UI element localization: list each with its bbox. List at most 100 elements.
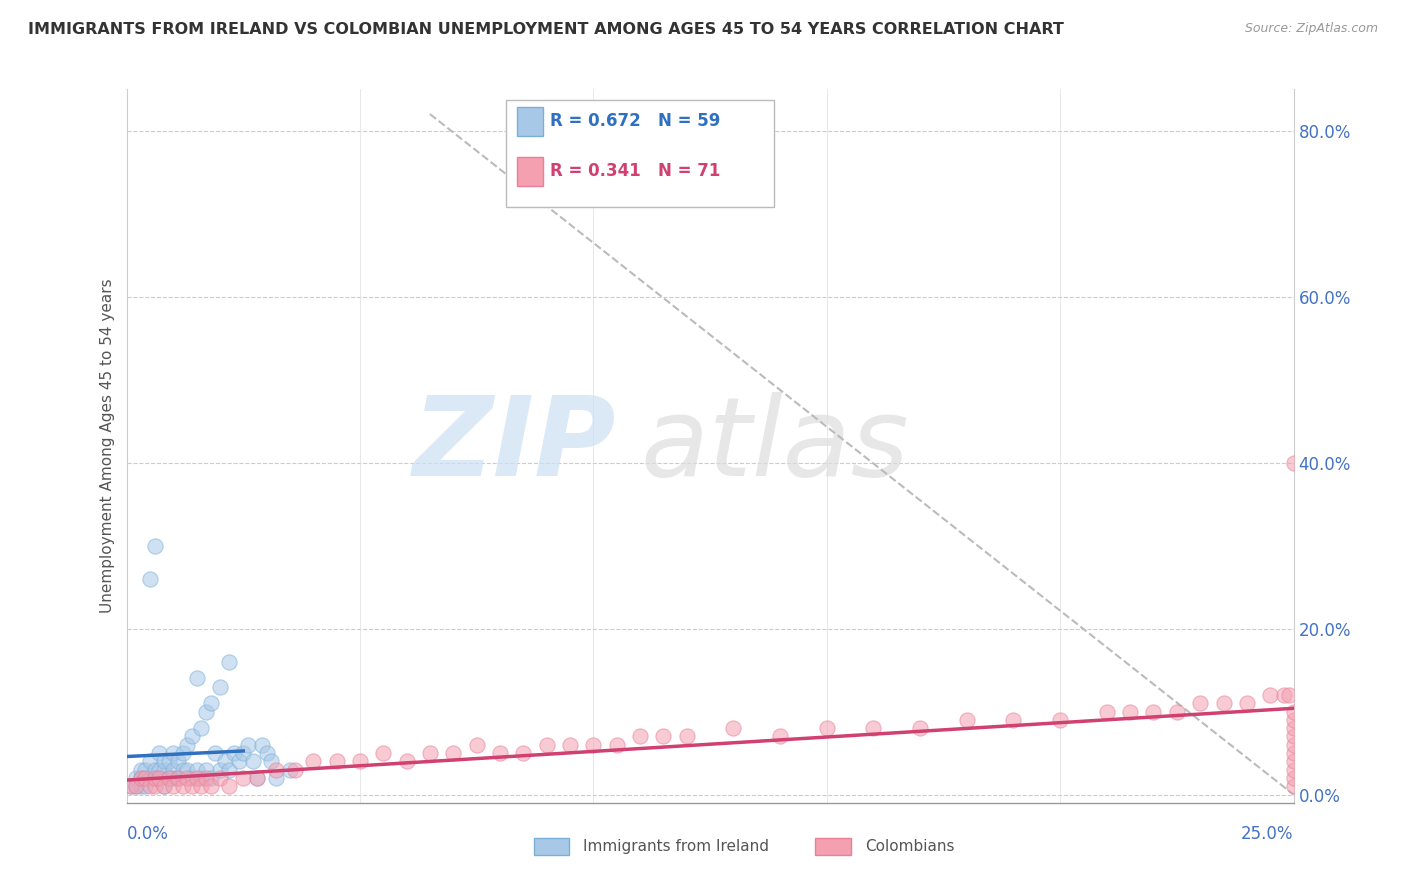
Point [232,771,254,785]
Point [218,655,240,669]
Point [194,763,217,777]
Point [582,738,605,752]
Point [1282,771,1305,785]
Point [1282,738,1305,752]
Point [176,771,198,785]
Point [1212,696,1234,710]
Text: Colombians: Colombians [865,839,955,854]
Point [194,705,217,719]
Point [956,713,979,727]
Text: atlas: atlas [640,392,908,500]
Point [769,730,792,744]
Point [186,671,208,685]
Point [139,779,162,793]
Point [1282,713,1305,727]
Point [190,771,212,785]
Point [120,779,142,793]
Point [129,763,152,777]
Point [167,771,190,785]
Text: Immigrants from Ireland: Immigrants from Ireland [583,839,769,854]
Point [157,754,180,768]
Point [129,779,152,793]
Point [125,771,148,785]
Text: ZIP: ZIP [413,392,617,500]
Point [1282,746,1305,760]
Point [1002,713,1025,727]
Point [176,763,198,777]
Point [606,738,628,752]
Point [153,779,176,793]
Point [180,730,202,744]
Point [129,771,152,785]
Point [1258,688,1281,702]
Point [143,771,166,785]
Point [1119,705,1142,719]
Point [1282,705,1305,719]
Point [139,572,162,586]
Point [143,779,166,793]
Point [1095,705,1118,719]
Point [125,779,148,793]
Point [190,721,212,735]
Point [148,771,170,785]
Point [232,746,254,760]
Point [167,754,190,768]
Point [862,721,884,735]
Point [208,680,231,694]
Point [250,738,273,752]
Point [1049,713,1071,727]
Y-axis label: Unemployment Among Ages 45 to 54 years: Unemployment Among Ages 45 to 54 years [100,278,115,614]
Point [162,779,184,793]
Point [157,771,180,785]
Point [172,746,194,760]
Point [129,771,152,785]
Point [441,746,464,760]
Point [419,746,441,760]
Point [1166,705,1188,719]
Point [180,771,202,785]
Point [172,779,194,793]
Point [190,779,212,793]
Point [246,771,269,785]
Point [204,746,226,760]
Point [208,771,231,785]
Text: Source: ZipAtlas.com: Source: ZipAtlas.com [1244,22,1378,36]
Point [1282,721,1305,735]
Point [134,763,156,777]
Point [1282,779,1305,793]
Point [153,779,176,793]
Text: R = 0.672   N = 59: R = 0.672 N = 59 [550,112,720,130]
Point [260,754,283,768]
Point [489,746,512,760]
Point [302,754,325,768]
Point [222,746,245,760]
Point [186,763,208,777]
Point [143,539,166,553]
Point [1282,456,1305,470]
Point [139,754,162,768]
Point [218,779,240,793]
Point [1142,705,1164,719]
Point [373,746,395,760]
Point [246,771,269,785]
Point [1278,688,1301,702]
Point [134,779,156,793]
Point [125,779,148,793]
Point [157,771,180,785]
Point [1189,696,1212,710]
Point [148,771,170,785]
Point [1282,754,1305,768]
Point [284,763,307,777]
Point [325,754,347,768]
Point [153,754,176,768]
Point [1272,688,1295,702]
Point [395,754,418,768]
Text: IMMIGRANTS FROM IRELAND VS COLOMBIAN UNEMPLOYMENT AMONG AGES 45 TO 54 YEARS CORR: IMMIGRANTS FROM IRELAND VS COLOMBIAN UNE… [28,22,1064,37]
Point [652,730,675,744]
Point [1282,730,1305,744]
Point [162,746,184,760]
Point [200,771,222,785]
Point [143,771,166,785]
Text: R = 0.341   N = 71: R = 0.341 N = 71 [550,162,720,180]
Point [214,754,236,768]
